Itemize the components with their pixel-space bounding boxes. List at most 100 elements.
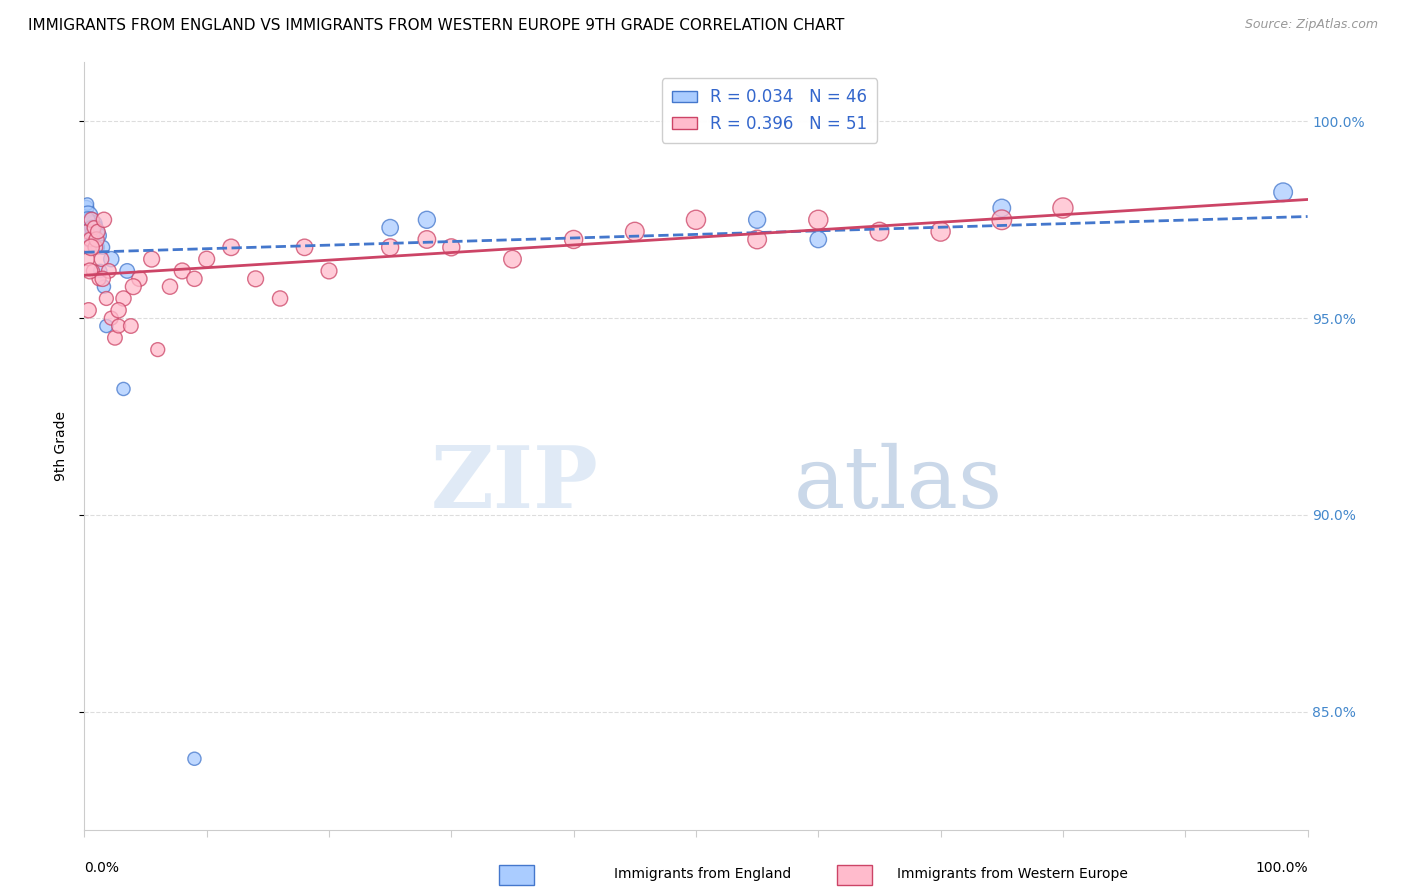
Point [141, 252, 163, 267]
Point [440, 240, 463, 254]
Text: ZIP: ZIP [430, 442, 598, 526]
Point [122, 279, 145, 293]
Point [80, 220, 103, 235]
Point [76, 225, 98, 239]
Point [83, 217, 105, 231]
Point [991, 201, 1014, 215]
Point [93, 279, 115, 293]
Point [87, 228, 110, 243]
Point [685, 212, 707, 227]
Point [219, 240, 242, 254]
Point [77, 232, 100, 246]
Point [93, 212, 115, 227]
Text: IMMIGRANTS FROM ENGLAND VS IMMIGRANTS FROM WESTERN EUROPE 9TH GRADE CORRELATION : IMMIGRANTS FROM ENGLAND VS IMMIGRANTS FR… [28, 18, 845, 33]
Text: Immigrants from England: Immigrants from England [614, 867, 792, 881]
Point [87, 240, 110, 254]
Point [195, 252, 218, 267]
Point [624, 225, 647, 239]
Point [183, 272, 205, 286]
Point [84, 240, 107, 254]
Point [77, 252, 100, 267]
Point [416, 212, 439, 227]
Point [82, 232, 104, 246]
Point [76, 212, 98, 227]
Point [82, 228, 104, 243]
Point [380, 220, 402, 235]
Text: atlas: atlas [794, 442, 1002, 526]
Point [128, 272, 150, 286]
Text: Immigrants from Western Europe: Immigrants from Western Europe [897, 867, 1128, 881]
Point [75, 201, 97, 215]
Point [747, 212, 769, 227]
Text: Source: ZipAtlas.com: Source: ZipAtlas.com [1244, 18, 1378, 31]
Point [91, 240, 114, 254]
Point [86, 225, 108, 239]
Point [294, 240, 316, 254]
Point [82, 236, 104, 251]
Point [82, 264, 104, 278]
Point [146, 343, 169, 357]
Point [76, 225, 98, 239]
Point [79, 212, 101, 227]
Point [77, 240, 100, 254]
Point [87, 225, 110, 239]
Point [84, 220, 107, 235]
Point [172, 264, 194, 278]
Point [112, 382, 135, 396]
Point [89, 264, 111, 278]
Point [80, 225, 103, 239]
Point [269, 292, 291, 306]
Point [869, 225, 891, 239]
Point [77, 303, 100, 318]
Point [807, 232, 830, 246]
Point [77, 232, 100, 246]
Point [79, 264, 101, 278]
Point [76, 212, 98, 227]
Point [104, 331, 127, 345]
Point [79, 220, 101, 235]
Point [83, 228, 105, 243]
Point [82, 225, 104, 239]
Point [112, 292, 135, 306]
Point [1052, 201, 1074, 215]
Point [76, 197, 98, 211]
Point [91, 272, 114, 286]
Y-axis label: 9th Grade: 9th Grade [53, 411, 67, 481]
Point [183, 752, 205, 766]
Text: 0.0%: 0.0% [84, 861, 120, 875]
Point [87, 272, 110, 286]
Point [77, 228, 100, 243]
Point [159, 279, 181, 293]
Point [77, 209, 100, 223]
Point [807, 212, 830, 227]
Point [80, 212, 103, 227]
Point [86, 232, 108, 246]
Point [79, 225, 101, 239]
Point [80, 232, 103, 246]
Point [97, 264, 120, 278]
Text: 100.0%: 100.0% [1256, 861, 1308, 875]
Point [747, 232, 769, 246]
Point [80, 220, 103, 235]
Point [79, 232, 101, 246]
Point [380, 240, 402, 254]
Point [100, 252, 122, 267]
Legend: R = 0.034   N = 46, R = 0.396   N = 51: R = 0.034 N = 46, R = 0.396 N = 51 [662, 78, 877, 143]
Point [96, 318, 118, 333]
Point [80, 240, 103, 254]
Point [115, 264, 138, 278]
Point [77, 220, 100, 235]
Point [562, 232, 585, 246]
Point [416, 232, 439, 246]
Point [90, 252, 112, 267]
Point [502, 252, 524, 267]
Point [77, 217, 100, 231]
Point [107, 318, 129, 333]
Point [83, 225, 105, 239]
Point [245, 272, 267, 286]
Point [83, 220, 105, 235]
Point [96, 292, 118, 306]
Point [79, 217, 101, 231]
Point [84, 232, 107, 246]
Point [929, 225, 952, 239]
